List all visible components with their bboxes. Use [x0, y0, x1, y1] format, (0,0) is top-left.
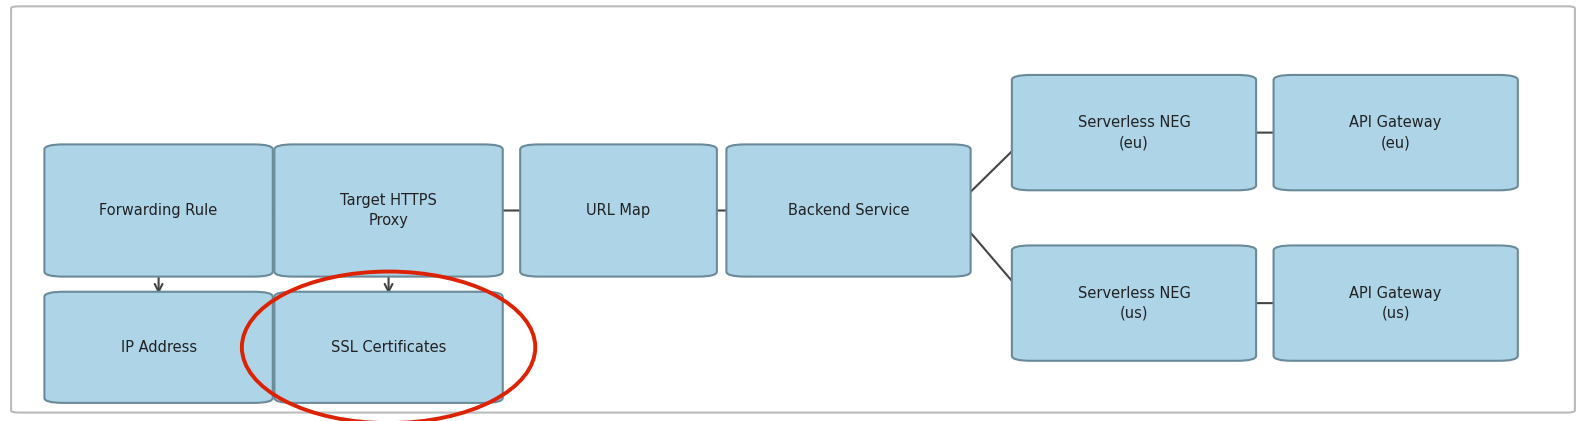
Text: Serverless NEG
(eu): Serverless NEG (eu)	[1077, 115, 1191, 150]
FancyBboxPatch shape	[1274, 245, 1518, 361]
FancyBboxPatch shape	[44, 144, 273, 277]
Text: SSL Certificates: SSL Certificates	[331, 340, 446, 355]
FancyBboxPatch shape	[1274, 75, 1518, 190]
Text: API Gateway
(us): API Gateway (us)	[1350, 286, 1442, 320]
FancyBboxPatch shape	[44, 292, 273, 403]
FancyBboxPatch shape	[274, 292, 503, 403]
FancyBboxPatch shape	[1012, 75, 1256, 190]
Text: Forwarding Rule: Forwarding Rule	[100, 203, 217, 218]
FancyBboxPatch shape	[520, 144, 717, 277]
FancyBboxPatch shape	[274, 144, 503, 277]
FancyBboxPatch shape	[1012, 245, 1256, 361]
Text: Target HTTPS
Proxy: Target HTTPS Proxy	[339, 193, 438, 228]
Text: Serverless NEG
(us): Serverless NEG (us)	[1077, 286, 1191, 320]
Text: URL Map: URL Map	[587, 203, 650, 218]
FancyBboxPatch shape	[11, 6, 1575, 413]
Text: API Gateway
(eu): API Gateway (eu)	[1350, 115, 1442, 150]
FancyBboxPatch shape	[726, 144, 971, 277]
Text: IP Address: IP Address	[121, 340, 197, 355]
Text: Backend Service: Backend Service	[788, 203, 909, 218]
